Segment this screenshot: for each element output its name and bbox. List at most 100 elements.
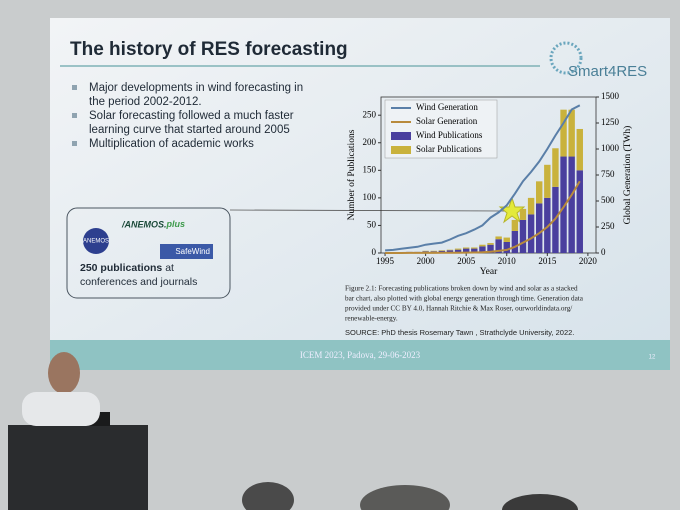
bar bbox=[576, 170, 583, 253]
caption-line: Figure 2.1: Forecasting publications bro… bbox=[345, 285, 578, 293]
pointer-line bbox=[229, 209, 506, 212]
legend-label: Wind Generation bbox=[416, 102, 478, 112]
bar bbox=[479, 246, 486, 253]
box-line-1: 250 publications at bbox=[80, 262, 174, 274]
bar bbox=[511, 230, 519, 253]
bar bbox=[536, 203, 543, 253]
caption-line: renewable-energy. bbox=[345, 315, 398, 323]
bar bbox=[495, 236, 502, 240]
x-tick-label: 1995 bbox=[376, 256, 395, 266]
bar bbox=[503, 241, 510, 253]
bar bbox=[519, 208, 527, 220]
audience-head bbox=[242, 482, 294, 510]
caption-line: provided under CC BY 4.0, Hannah Ritchie… bbox=[345, 305, 572, 313]
slide-footer-band bbox=[50, 340, 670, 370]
bar bbox=[487, 243, 494, 245]
box-bold: 250 publications bbox=[80, 262, 162, 274]
legend-swatch bbox=[391, 146, 411, 154]
bar bbox=[446, 249, 454, 251]
y-tick-label: 250 bbox=[363, 109, 377, 119]
y2-tick-label: 1250 bbox=[601, 117, 620, 127]
y-tick-label: 0 bbox=[372, 247, 377, 257]
bar bbox=[576, 128, 583, 171]
y-tick-label: 50 bbox=[367, 220, 377, 230]
speaker-head bbox=[48, 352, 80, 394]
y2-tick-label: 1000 bbox=[601, 143, 620, 153]
bar bbox=[503, 237, 510, 242]
bullet-text: Major developments in wind forecasting i… bbox=[89, 82, 303, 94]
x-tick-label: 2000 bbox=[417, 256, 436, 266]
bar bbox=[527, 214, 535, 253]
logo-globe bbox=[549, 41, 583, 75]
y2-axis-label: Global Generation (TWh) bbox=[622, 126, 633, 225]
line bbox=[385, 104, 581, 252]
bullet-text: the period 2002-2012. bbox=[89, 96, 202, 108]
x-tick-label: 2015 bbox=[538, 256, 557, 266]
audience-head bbox=[360, 485, 450, 510]
bar bbox=[471, 248, 478, 253]
bullet-marker bbox=[72, 85, 77, 90]
bar bbox=[536, 181, 543, 204]
bar bbox=[511, 219, 519, 231]
caption-line: bar chart, also plotted with global ener… bbox=[345, 295, 584, 303]
safewind-logo bbox=[160, 244, 213, 259]
y-axis-label: Number of Publications bbox=[346, 129, 357, 220]
bar bbox=[471, 247, 478, 249]
bar bbox=[568, 156, 575, 253]
y2-tick-label: 1500 bbox=[601, 91, 620, 101]
legend-label: Solar Generation bbox=[416, 116, 478, 126]
bullet-text: Solar forecasting followed a much faster bbox=[89, 110, 294, 122]
publications-box bbox=[66, 207, 231, 299]
bar bbox=[454, 248, 462, 250]
y2-tick-label: 250 bbox=[601, 221, 615, 231]
source: SOURCE: PhD thesis Rosemary Tawn , Strat… bbox=[345, 328, 574, 337]
x-tick-label: 2010 bbox=[498, 256, 517, 266]
bar bbox=[560, 156, 567, 253]
audience-head bbox=[502, 494, 578, 510]
anemos-plus: /ANEMOS.plus bbox=[121, 219, 185, 229]
bar bbox=[462, 247, 470, 249]
bar bbox=[446, 250, 454, 253]
bullet-marker bbox=[72, 113, 77, 118]
y2-tick-label: 750 bbox=[601, 169, 615, 179]
anemos-logo bbox=[83, 228, 109, 254]
bar bbox=[527, 197, 535, 215]
x-tick-label: 2005 bbox=[457, 256, 476, 266]
star bbox=[498, 196, 526, 224]
bar bbox=[438, 250, 446, 251]
bullet-marker bbox=[72, 141, 77, 146]
safewind-text: SafeWind bbox=[175, 247, 210, 256]
speaker-shirt bbox=[22, 392, 100, 426]
bar bbox=[462, 248, 470, 253]
bar bbox=[568, 109, 575, 157]
bar bbox=[454, 249, 462, 253]
footer: ICEM 2023, Padova, 29-06-2023 bbox=[300, 350, 421, 360]
x-axis-label: Year bbox=[480, 267, 498, 277]
x-tick-label: 2020 bbox=[579, 256, 598, 266]
bar bbox=[487, 244, 494, 253]
box-text: at bbox=[165, 262, 174, 274]
bar bbox=[519, 219, 527, 253]
anemos-plus-suffix: plus bbox=[166, 219, 186, 229]
y-tick-label: 100 bbox=[363, 192, 377, 202]
bar bbox=[422, 250, 429, 252]
bullet-text: learning curve that started around 2005 bbox=[89, 124, 290, 136]
legend-label: Solar Publications bbox=[416, 144, 482, 154]
legend-swatch bbox=[391, 132, 411, 140]
logo-text: Smart4RES bbox=[568, 63, 647, 80]
legend-label: Wind Publications bbox=[416, 130, 483, 140]
box-line-2: conferences and journals bbox=[80, 276, 197, 288]
slide-title: The history of RES forecasting bbox=[70, 39, 348, 60]
bar bbox=[552, 148, 559, 187]
bar bbox=[544, 197, 551, 253]
page-number: 12 bbox=[649, 355, 656, 361]
bar bbox=[495, 239, 502, 253]
bar bbox=[544, 164, 551, 198]
bar bbox=[430, 250, 437, 252]
bar bbox=[479, 244, 486, 247]
y-tick-label: 150 bbox=[363, 164, 377, 174]
lectern bbox=[8, 425, 148, 510]
line bbox=[385, 180, 581, 254]
y-tick-label: 200 bbox=[363, 137, 377, 147]
